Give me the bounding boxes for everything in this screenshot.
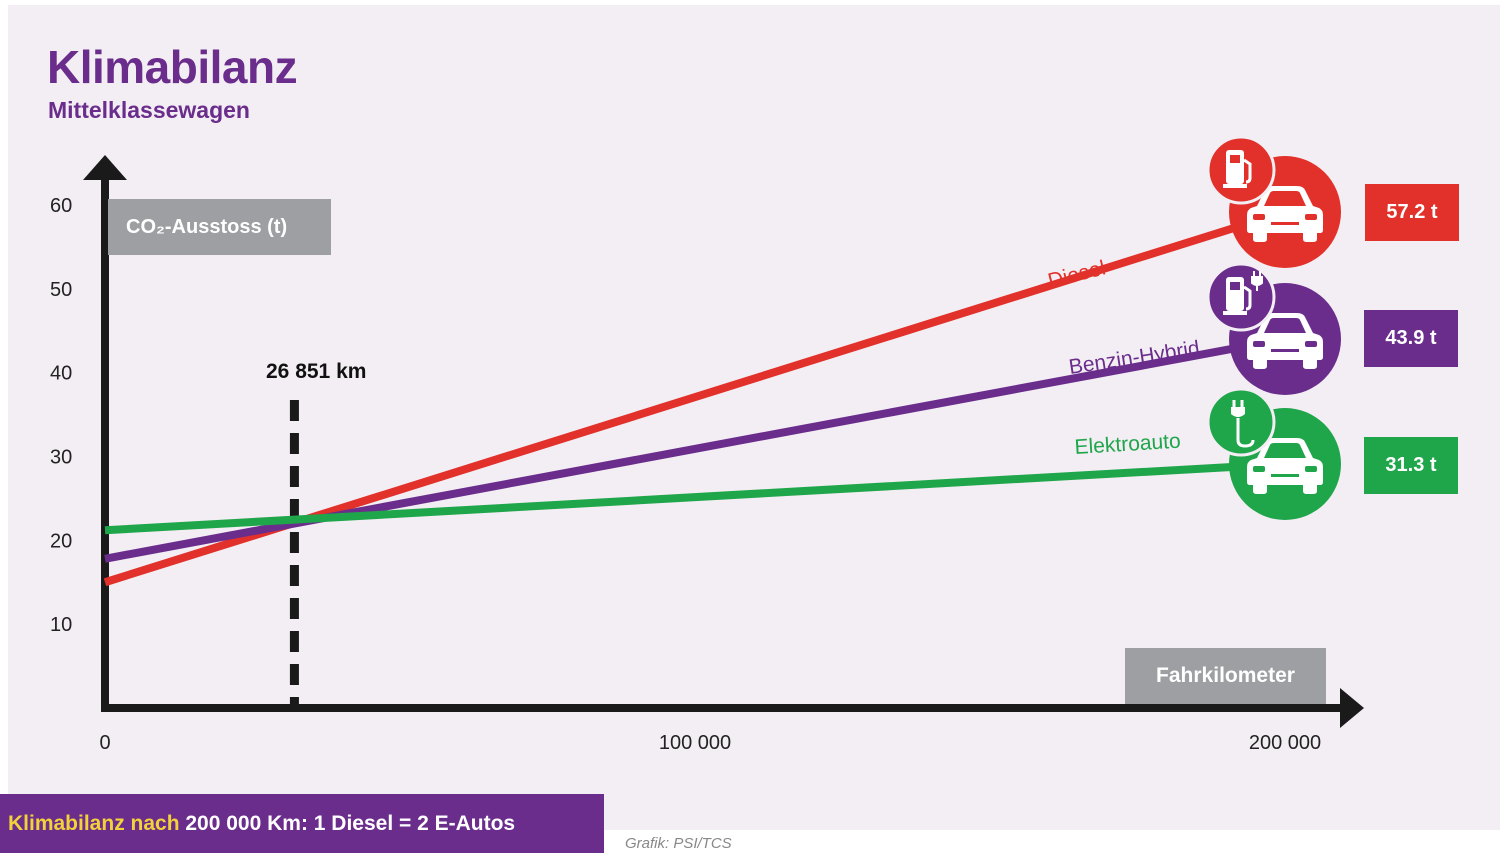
y-axis-arrow	[83, 155, 127, 180]
break-even-label: 26 851 km	[266, 360, 367, 383]
car-body	[1247, 186, 1323, 242]
car-window	[1264, 443, 1306, 458]
y-tick-labels: 10 20 30 40 50 60	[50, 195, 72, 636]
electric-plug-icon	[1231, 400, 1255, 448]
series-labels: Diesel Benzin-Hybrid Elektroauto	[1046, 256, 1202, 459]
pump-window	[1230, 282, 1240, 290]
y-tick-label: 50	[50, 279, 72, 301]
pump-base	[1223, 311, 1247, 315]
series-line-2	[104, 462, 1246, 535]
series-name-label: Elektroauto	[1074, 430, 1181, 459]
electric-value-label: 31.3 t	[1364, 437, 1458, 494]
x-tick-label: 0	[99, 732, 110, 754]
car-headlight-right	[1305, 214, 1317, 220]
hybrid-pump-plug-icon	[1223, 271, 1263, 315]
credit: Grafik: PSI/TCS	[625, 835, 732, 852]
car-body	[1247, 313, 1323, 369]
car-headlight-right	[1305, 466, 1317, 472]
pump-hose	[1243, 158, 1252, 184]
chart-title: Klimabilanz	[47, 41, 298, 93]
series-name-label: Diesel	[1046, 256, 1108, 292]
fuel-pump-icon	[1223, 150, 1252, 188]
plug-cable	[1236, 418, 1255, 448]
car-icon	[1247, 438, 1323, 494]
car-icon	[1247, 313, 1323, 369]
footer-highlight: Klimabilanz nach	[8, 812, 180, 835]
car-grille	[1271, 349, 1299, 352]
pump-hose	[1243, 285, 1252, 311]
car-icon	[1247, 186, 1323, 242]
car-headlight-right	[1305, 341, 1317, 347]
series-lines	[103, 220, 1247, 587]
icons-layer	[1206, 135, 1341, 520]
plug-head	[1231, 407, 1245, 417]
car-window	[1264, 318, 1306, 333]
pump-window	[1230, 155, 1240, 163]
x-tick-label: 200 000	[1249, 732, 1321, 754]
car-headlight-left	[1253, 214, 1265, 220]
small-badge-circle	[1206, 387, 1276, 457]
car-grille	[1271, 474, 1299, 477]
footer-text: 200 000 Km: 1 Diesel = 2 E-Autos	[179, 812, 516, 835]
car-headlight-left	[1253, 341, 1265, 347]
pump-base	[1223, 184, 1247, 188]
footer-banner: Klimabilanz nach 200 000 Km: 1 Diesel = …	[0, 794, 604, 853]
y-tick-label: 30	[50, 447, 72, 469]
diesel-value-label: 57.2 t	[1365, 184, 1459, 241]
plug-prongs	[1232, 400, 1244, 407]
y-tick-label: 40	[50, 363, 72, 385]
x-tick-label: 100 000	[659, 732, 731, 754]
y-tick-label: 10	[50, 614, 72, 636]
car-body	[1247, 438, 1323, 494]
y-axis-label: CO₂-Ausstoss (t)	[108, 199, 331, 255]
x-axis-label: Fahrkilometer	[1125, 648, 1326, 704]
car-window	[1264, 191, 1306, 206]
x-tick-labels: 0 100 000 200 000	[99, 732, 1321, 754]
x-axis-arrow	[1340, 688, 1364, 728]
y-tick-label: 20	[50, 530, 72, 552]
car-headlight-left	[1253, 466, 1265, 472]
chart-subtitle: Mittelklassewagen	[48, 97, 250, 123]
axes	[83, 155, 1364, 728]
hybrid-value-label: 43.9 t	[1364, 310, 1458, 367]
series-name-label: Benzin-Hybrid	[1067, 337, 1201, 379]
car-grille	[1271, 222, 1299, 225]
plug-mini	[1251, 271, 1263, 291]
y-tick-label: 60	[50, 195, 72, 217]
